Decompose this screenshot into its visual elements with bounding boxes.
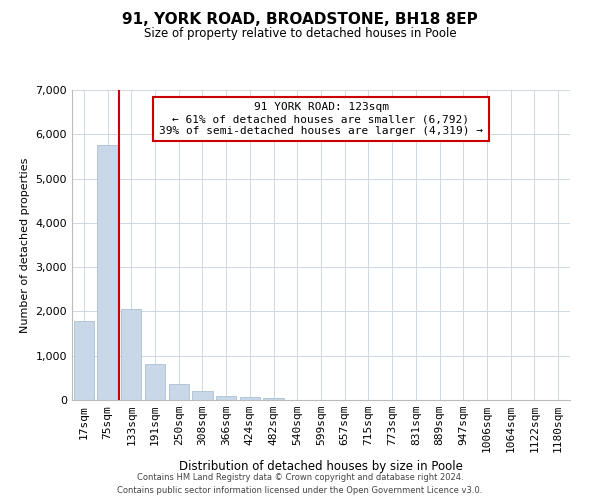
Text: 91, YORK ROAD, BROADSTONE, BH18 8EP: 91, YORK ROAD, BROADSTONE, BH18 8EP xyxy=(122,12,478,28)
Bar xyxy=(240,398,260,400)
Text: Size of property relative to detached houses in Poole: Size of property relative to detached ho… xyxy=(143,28,457,40)
Bar xyxy=(121,309,142,400)
Bar xyxy=(216,396,236,400)
X-axis label: Distribution of detached houses by size in Poole: Distribution of detached houses by size … xyxy=(179,460,463,473)
Bar xyxy=(193,390,212,400)
Bar xyxy=(145,364,165,400)
Bar xyxy=(74,321,94,400)
Y-axis label: Number of detached properties: Number of detached properties xyxy=(20,158,30,332)
Text: Contains HM Land Registry data © Crown copyright and database right 2024.
Contai: Contains HM Land Registry data © Crown c… xyxy=(118,474,482,495)
Text: 91 YORK ROAD: 123sqm
← 61% of detached houses are smaller (6,792)
39% of semi-de: 91 YORK ROAD: 123sqm ← 61% of detached h… xyxy=(159,102,483,136)
Bar xyxy=(169,384,189,400)
Bar xyxy=(263,398,284,400)
Bar xyxy=(97,146,118,400)
